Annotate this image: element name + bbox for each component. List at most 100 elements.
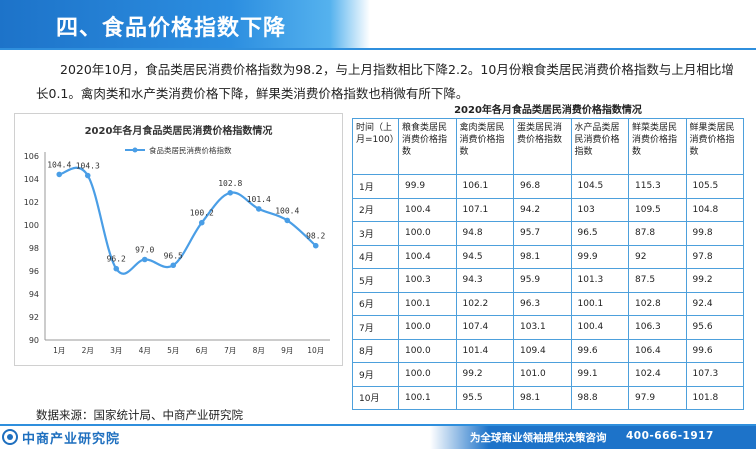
footer-divider (0, 424, 756, 426)
data-label: 97.0 (135, 246, 154, 255)
table-cell: 99.9 (570, 244, 629, 269)
footer-bar (430, 426, 756, 449)
table-month-cell: 7月 (352, 315, 399, 340)
table-cell: 100.1 (398, 385, 457, 410)
table-cell: 107.3 (685, 362, 744, 387)
data-point (198, 219, 205, 226)
chart-plot: 106 104 102 100 98 96 94 92 90 食品类居民消费价格指数 104.4 1月… (24, 145, 330, 355)
x-tick-label: 7月 (224, 346, 236, 355)
data-point (312, 242, 319, 249)
table-cell: 95.9 (513, 268, 572, 293)
table-row: 6月 100.1 102.2 96.3 100.1 102.8 92.4 (352, 291, 744, 316)
table-month-cell: 8月 (352, 338, 399, 363)
table-cell: 104.5 (570, 174, 629, 199)
data-point (170, 262, 177, 269)
table-cell: 92 (628, 244, 687, 269)
table-header-row: 时间（上月=100） 粮食类居民消费价格指数 禽肉类居民消费价格指数 蛋类居民消费价格… (352, 118, 744, 175)
x-tick-label: 6月 (196, 346, 208, 355)
table-cell: 99.9 (398, 174, 457, 199)
table-cell: 100.0 (398, 338, 457, 363)
table-cell: 99.6 (685, 338, 744, 363)
legend-label: 食品类居民消费价格指数 (149, 145, 232, 155)
table-cell: 100.4 (398, 244, 457, 269)
table-header-cell: 蛋类居民消费价格指数 (513, 118, 572, 175)
table-cell: 100.0 (398, 221, 457, 246)
table-cell: 100.4 (398, 197, 457, 222)
header: 四、食品价格指数下降 (0, 0, 756, 50)
table-cell: 100.1 (570, 291, 629, 316)
table-month-cell: 3月 (352, 221, 399, 246)
data-label: 104.3 (76, 162, 100, 171)
table-cell: 94.8 (455, 221, 514, 246)
data-source: 数据来源：国家统计局、中商产业研究院 (36, 408, 243, 422)
x-tick-label: 2月 (82, 346, 94, 355)
table-cell: 104.8 (685, 197, 744, 222)
table-cell: 98.1 (513, 385, 572, 410)
data-point (141, 256, 148, 263)
table-month-cell: 9月 (352, 362, 399, 387)
table-cell: 102.2 (455, 291, 514, 316)
table-cell: 94.5 (455, 244, 514, 269)
intro-paragraph: 2020年10月，食品类居民消费价格指数为98.2，与上月指数相比下降2.2。1… (36, 62, 734, 101)
x-tick-label: 9月 (281, 346, 293, 355)
table-title: 2020年各月食品类居民消费价格指数情况 (454, 105, 642, 116)
data-point (227, 190, 234, 196)
table-cell: 106.3 (628, 315, 687, 340)
table-row: 5月 100.3 94.3 95.9 101.3 87.5 99.2 (352, 268, 744, 293)
table-cell: 97.9 (628, 385, 687, 410)
y-tick-label: 106 (24, 152, 39, 161)
table-cell: 98.1 (513, 244, 572, 269)
table-cell: 100.1 (398, 291, 457, 316)
y-tick-label: 102 (24, 198, 39, 207)
y-tick-label: 92 (29, 313, 39, 322)
y-tick-label: 104 (24, 175, 39, 184)
y-tick-label: 100 (24, 221, 39, 230)
table-cell: 102.8 (628, 291, 687, 316)
table-header-cell: 鲜果类居民消费价格指数 (685, 118, 744, 175)
x-tick-label: 4月 (139, 346, 151, 355)
table-cell: 106.4 (628, 338, 687, 363)
y-tick-label: 94 (29, 290, 39, 299)
data-label: 96.2 (107, 255, 126, 264)
table-cell: 101.0 (513, 362, 572, 387)
table-cell: 99.1 (570, 362, 629, 387)
table-month-cell: 2月 (352, 197, 399, 222)
x-tick-label: 8月 (253, 346, 265, 355)
table-cell: 99.2 (685, 268, 744, 293)
table-month-cell: 6月 (352, 291, 399, 316)
table-row: 2月 100.4 107.1 94.2 103 109.5 104.8 (352, 197, 744, 222)
x-tick-label: 3月 (110, 346, 122, 355)
table-cell: 101.3 (570, 268, 629, 293)
table-row: 3月 100.0 94.8 95.7 96.5 87.8 99.8 (352, 221, 744, 246)
table-cell: 107.1 (455, 197, 514, 222)
table-cell: 115.3 (628, 174, 687, 199)
data-point (113, 265, 120, 272)
table-header-cell: 禽肉类居民消费价格指数 (455, 118, 514, 175)
table-row: 1月 99.9 106.1 96.8 104.5 115.3 105.5 (352, 174, 744, 199)
table-cell: 94.2 (513, 197, 572, 222)
table-cell: 103.1 (513, 315, 572, 340)
data-point (255, 206, 262, 212)
header-divider (0, 48, 756, 50)
table-header-cell: 鲜菜类居民消费价格指数 (628, 118, 687, 175)
legend-marker (132, 147, 138, 153)
table-month-cell: 5月 (352, 268, 399, 293)
x-tick-label: 5月 (167, 346, 179, 355)
table-row: 7月 100.0 107.4 103.1 100.4 106.3 95.6 (352, 315, 744, 340)
cpi-table: 时间（上月=100） 粮食类居民消费价格指数 禽肉类居民消费价格指数 蛋类居民消费价格… (352, 118, 744, 410)
table-row: 4月 100.4 94.5 98.1 99.9 92 97.8 (352, 244, 744, 269)
table-cell: 94.3 (455, 268, 514, 293)
line-chart: 2020年各月食品类居民消费价格指数情况 106 104 102 100 98 96 94 9… (14, 113, 343, 366)
data-label: 98.2 (306, 232, 325, 241)
table-cell: 96.8 (513, 174, 572, 199)
table-cell: 99.6 (570, 338, 629, 363)
footer-phone: 400-666-1917 (626, 430, 714, 442)
data-label: 100.4 (275, 206, 299, 215)
logo-text: 中商产业研究院 (22, 431, 121, 447)
data-label: 101.4 (247, 195, 271, 204)
series-line (58, 166, 317, 275)
chart-title: 2020年各月食品类居民消费价格指数情况 (84, 126, 273, 137)
table-cell: 106.1 (455, 174, 514, 199)
data-point (84, 172, 91, 179)
table-cell: 97.8 (685, 244, 744, 269)
